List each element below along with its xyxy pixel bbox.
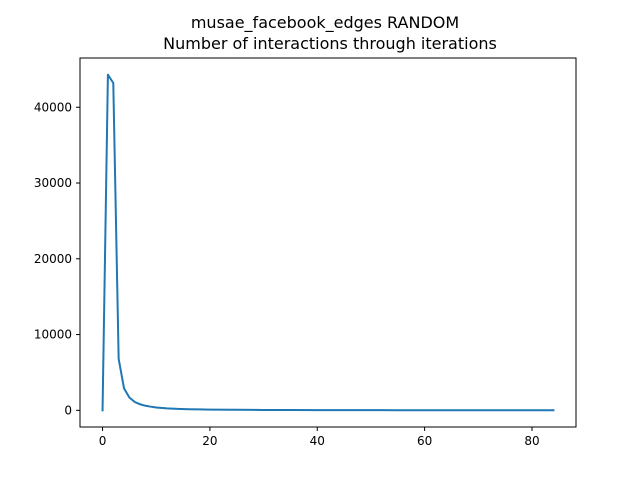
y-tick-label: 0 <box>64 403 72 417</box>
x-tick-label: 20 <box>202 434 217 448</box>
chart-subtitle: Number of interactions through iteration… <box>163 34 497 53</box>
x-tick-label: 0 <box>99 434 107 448</box>
y-tick-label: 10000 <box>34 328 72 342</box>
axes-frame <box>79 57 577 428</box>
y-tick-label: 30000 <box>34 176 72 190</box>
x-tick-label: 60 <box>417 434 432 448</box>
plot-area: 0 20 40 60 80 0 10000 20000 30000 40000 <box>34 57 577 448</box>
series-line <box>101 73 555 412</box>
x-tick-label: 80 <box>524 434 539 448</box>
y-tick-label: 40000 <box>34 100 72 114</box>
y-tick-label: 20000 <box>34 252 72 266</box>
x-tick-label: 40 <box>310 434 325 448</box>
chart-title: musae_facebook_edges RANDOM <box>191 13 459 33</box>
